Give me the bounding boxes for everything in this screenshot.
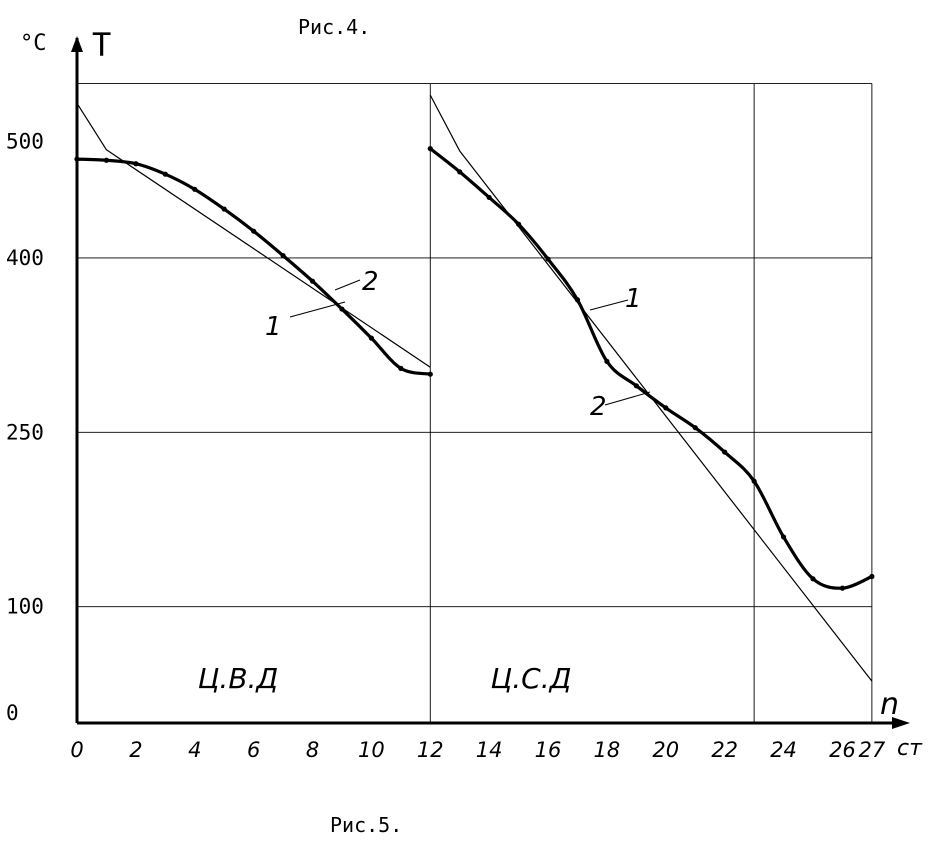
- series-2-point-1-11: [398, 365, 404, 371]
- series-2-point-2-13: [810, 576, 816, 582]
- series-2-point-2-12: [780, 534, 787, 540]
- series-2-point-1-10: [368, 335, 374, 341]
- y-tick-label-100: 100: [6, 595, 44, 619]
- series-label-leader-1: [289, 301, 346, 318]
- x-tick-label-20: 20: [652, 738, 679, 762]
- x-axis-unit: ст: [897, 736, 923, 761]
- y-tick-label-500: 500: [6, 130, 44, 154]
- series-2-point-2-11: [751, 478, 757, 484]
- series-2-point-1-2: [133, 161, 139, 167]
- x-tick-label-0: 0: [70, 738, 83, 762]
- x-tick-label-10: 10: [358, 738, 385, 762]
- series-2-point-2-0: [427, 146, 433, 152]
- series-2-point-1-3: [162, 171, 168, 177]
- x-axis-label: n: [880, 687, 899, 722]
- series-1-segment-2: [429, 94, 873, 682]
- x-tick-label-16: 16: [535, 738, 562, 762]
- y-axis-arrow: [71, 36, 83, 52]
- series-2-point-2-3: [516, 221, 522, 227]
- series-2-point-1-1: [103, 157, 110, 163]
- y-tick-label-400: 400: [6, 246, 44, 270]
- series-2-point-2-8: [663, 405, 669, 411]
- series-1-segment-1: [76, 102, 431, 368]
- axes: [71, 36, 910, 729]
- grid: [77, 83, 873, 723]
- series-2-point-2-9: [692, 425, 698, 431]
- series-2-point-2-1: [457, 169, 463, 175]
- series-2-point-2-6: [604, 358, 610, 365]
- x-tick-label-24: 24: [770, 738, 797, 762]
- y-axis-unit: °C: [20, 31, 47, 56]
- series-labels: 1 2 1 2: [265, 267, 651, 422]
- x-tick-label-27: 27: [859, 738, 886, 762]
- x-tick-label-6: 6: [247, 738, 260, 762]
- series-2-point-2-2: [486, 194, 492, 201]
- series-label-2: 2: [362, 267, 379, 297]
- y-axis-label: T: [92, 26, 111, 64]
- region-label-2: Ц.С.Д: [491, 662, 572, 695]
- x-tick-label-18: 18: [594, 738, 621, 762]
- series-2-point-2-7: [633, 383, 639, 389]
- series-label-2: 2: [590, 392, 607, 422]
- x-axis-arrow: [892, 717, 910, 729]
- region-label-1: Ц.В.Д: [198, 662, 279, 695]
- series-2-point-1-8: [309, 278, 316, 284]
- series-2-point-2-10: [722, 449, 728, 455]
- series-label-1: 1: [265, 312, 282, 342]
- y-tick-label-0: 0: [6, 701, 19, 725]
- x-tick-label-26: 26: [829, 738, 856, 762]
- series-2-segment-2: [429, 147, 873, 590]
- series-2-point-1-7: [280, 252, 286, 259]
- series-2-point-1-4: [192, 186, 198, 192]
- caption-bottom: Рис.5.: [330, 813, 402, 837]
- x-tick-label-2: 2: [129, 738, 142, 762]
- series-2-point-2-5: [574, 297, 581, 303]
- region-labels: Ц.В.Д Ц.С.Д: [198, 662, 572, 695]
- series-2-point-1-12: [427, 371, 433, 377]
- caption-top: Рис.4.: [298, 15, 370, 39]
- x-tick-label-22: 22: [711, 738, 738, 762]
- series-label-leader-3: [589, 299, 629, 311]
- series-2-point-1-6: [251, 228, 257, 234]
- series-label-leader-2: [334, 279, 361, 291]
- x-tick-label-14: 14: [476, 738, 503, 762]
- series-2-point-1-0: [74, 156, 80, 162]
- x-tick-label-12: 12: [417, 738, 444, 762]
- series-2-point-1-9: [339, 306, 345, 312]
- series-lines: [74, 94, 875, 682]
- y-tick-label-250: 250: [6, 420, 44, 444]
- x-tick-label-4: 4: [188, 738, 201, 762]
- series-2-point-2-4: [545, 256, 551, 262]
- series-label-leader-4: [604, 391, 651, 406]
- series-2-point-1-5: [221, 206, 227, 212]
- x-tick-label-8: 8: [306, 738, 319, 762]
- series-2-point-2-15: [869, 573, 875, 580]
- series-2-point-2-14: [839, 585, 846, 591]
- series-label-1: 1: [625, 284, 642, 314]
